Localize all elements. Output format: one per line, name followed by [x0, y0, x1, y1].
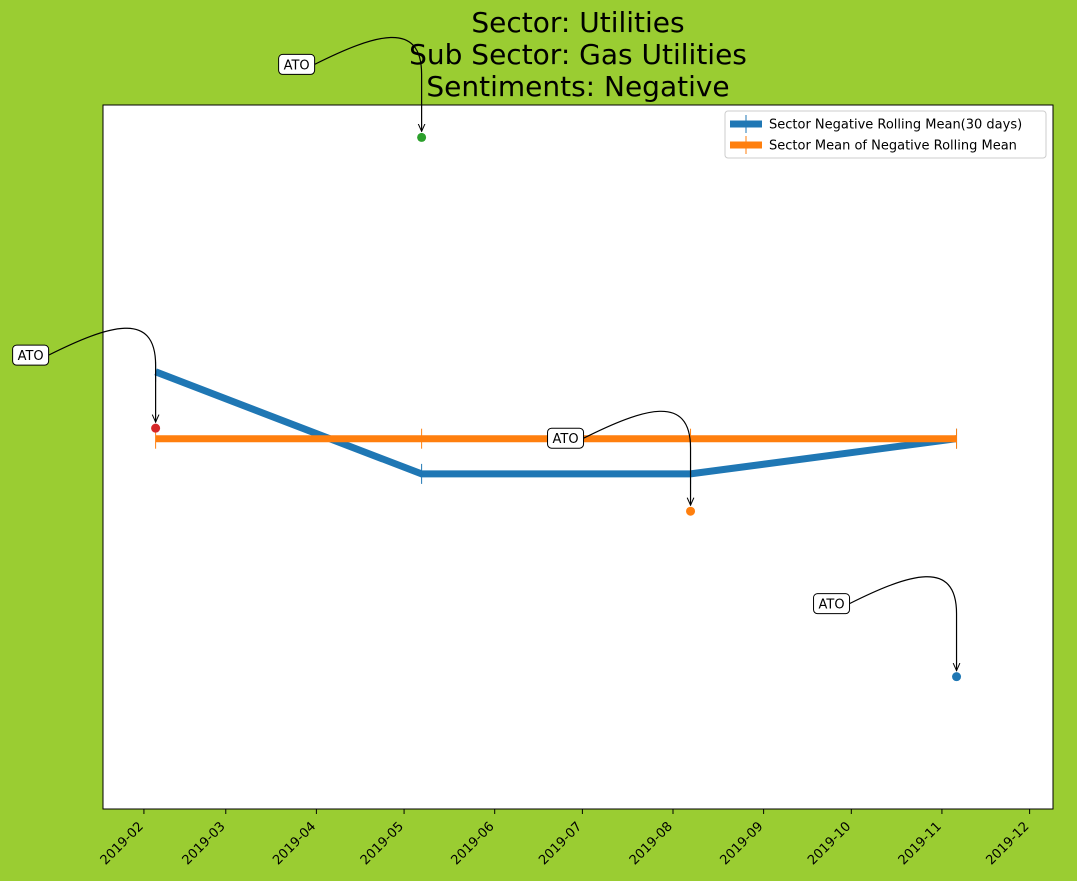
- annotation-arrow: [48, 327, 156, 422]
- legend-box: [724, 110, 1047, 159]
- x-tick-label: 2019-10: [805, 819, 854, 868]
- annotation-arrow: [583, 410, 691, 505]
- x-tick-label: 2019-06: [448, 819, 497, 868]
- data-point: [952, 672, 962, 682]
- x-tick-label: 2019-11: [896, 819, 945, 868]
- x-tick-label: 2019-02: [98, 819, 147, 868]
- annotation-box: [547, 427, 585, 449]
- series-line: [154, 368, 957, 478]
- annotation-label: ATO: [553, 432, 579, 447]
- annotation-arrow: [849, 576, 957, 671]
- legend: Sector Negative Rolling Mean(30 days) Sec…: [724, 110, 1047, 159]
- title-line: Sentiments: Negative: [426, 70, 729, 103]
- annotation-label: ATO: [284, 58, 310, 73]
- annotations: ATO ATO ATO ATO: [12, 36, 957, 671]
- x-tick-label: 2019-03: [180, 819, 229, 868]
- annotation-box: [813, 593, 851, 615]
- x-tick-label: 2019-12: [983, 819, 1032, 868]
- x-tick-label: 2019-05: [358, 819, 407, 868]
- x-tick-label: 2019-07: [536, 819, 585, 868]
- data-point: [151, 423, 161, 433]
- legend-label: Sector Mean of Negative Rolling Mean: [769, 139, 1017, 154]
- data-point: [686, 506, 696, 516]
- title-line: Sub Sector: Gas Utilities: [409, 38, 747, 71]
- x-axis: 2019-02 2019-03 2019-04 2019-05 2019-06 2019-…: [98, 809, 1032, 868]
- annotation-label: ATO: [819, 598, 845, 613]
- x-tick-label: 2019-04: [270, 819, 319, 868]
- data-point: [417, 132, 427, 142]
- annotation-label: ATO: [18, 349, 44, 364]
- data-points: [151, 132, 962, 682]
- legend-label: Sector Negative Rolling Mean(30 days): [769, 118, 1022, 133]
- x-tick-label: 2019-09: [717, 819, 766, 868]
- annotation-box: [278, 53, 316, 75]
- x-tick-label: 2019-08: [627, 819, 676, 868]
- title-line: Sector: Utilities: [471, 6, 684, 39]
- annotation-box: [12, 344, 50, 366]
- annotation-arrow: [314, 36, 422, 131]
- plot-area: [102, 104, 1054, 810]
